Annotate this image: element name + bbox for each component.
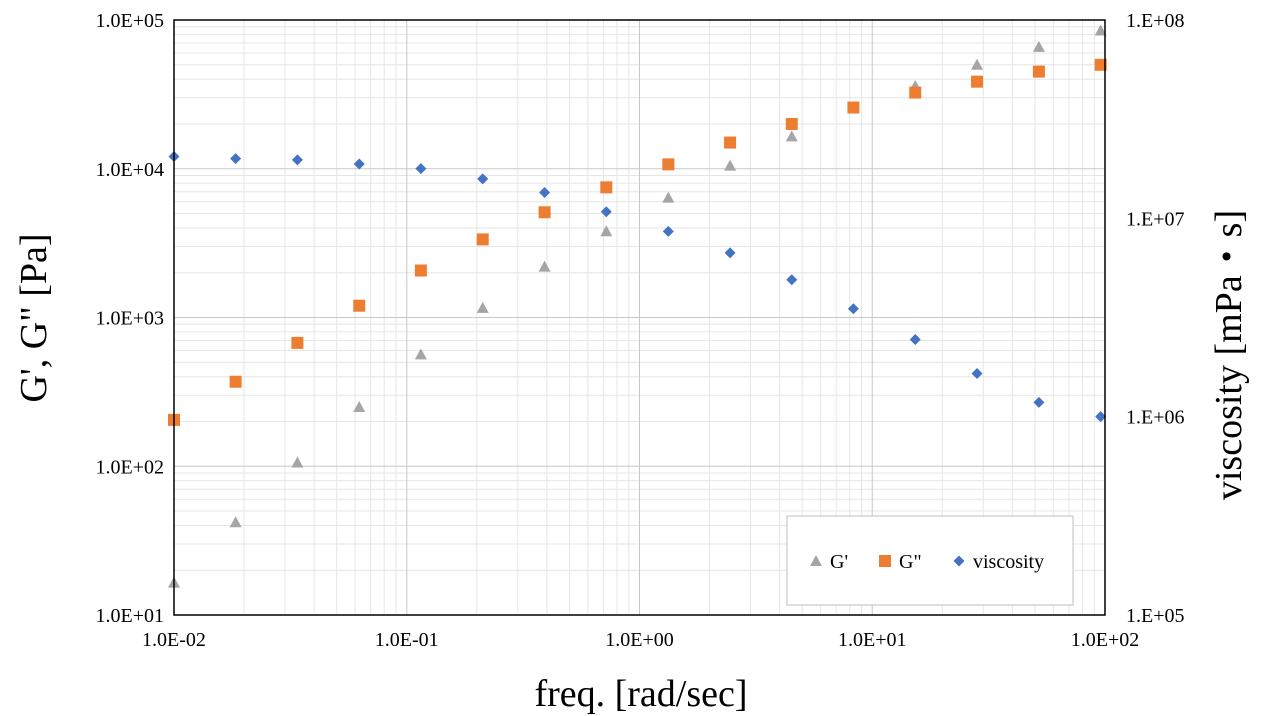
g-double-prime-point	[1032, 65, 1045, 78]
x-tick-label: 1.0E-02	[142, 629, 206, 651]
viscosity-point	[662, 225, 674, 237]
legend: G' G" viscosity	[786, 515, 1074, 606]
y2-tick-label: 1.E+06	[1126, 407, 1185, 429]
legend-label-g-double-prime: G"	[899, 551, 922, 573]
legend-label-g-prime: G'	[830, 551, 848, 573]
viscosity-point	[539, 186, 551, 198]
y2-tick-label: 1.E+05	[1126, 605, 1185, 627]
x-tick-label: 1.0E+01	[838, 629, 907, 651]
g-prime-point	[291, 456, 304, 468]
y-tick-label: 1.0E+05	[96, 10, 165, 32]
viscosity-point	[1033, 396, 1045, 408]
g-double-prime-point	[847, 101, 860, 114]
g-prime-point	[414, 348, 427, 360]
g-double-prime-point	[414, 264, 427, 277]
legend-box	[786, 515, 1074, 606]
viscosity-point	[909, 333, 921, 345]
x-tick-label: 1.0E-01	[375, 629, 439, 651]
y-tick-label: 1.0E+02	[96, 456, 165, 478]
y2-axis-title: viscosity [mPa・s]	[1208, 210, 1250, 500]
g-prime-point	[476, 301, 489, 313]
y-tick-label: 1.0E+01	[96, 605, 165, 627]
y2-tick-label: 1.E+08	[1126, 10, 1185, 32]
x-tick-label: 1.0E+00	[605, 629, 674, 651]
viscosity-point	[230, 153, 242, 165]
g-double-prime-point	[724, 136, 737, 149]
viscosity-point	[971, 368, 983, 380]
g-prime-point	[785, 130, 798, 142]
g-double-prime-point	[291, 336, 304, 349]
g-prime-point	[1032, 40, 1045, 52]
viscosity-point	[415, 163, 427, 175]
legend-label-viscosity: viscosity	[973, 551, 1044, 573]
g-prime-point	[353, 401, 366, 413]
g-double-prime-point	[538, 206, 551, 219]
g-prime-point	[662, 191, 675, 203]
g-prime-point	[1094, 24, 1107, 36]
legend-marker-viscosity	[953, 555, 965, 567]
data-marks	[168, 24, 1107, 588]
legend-marker-g-double-prime	[879, 555, 891, 567]
viscosity-point	[786, 274, 798, 286]
g-double-prime-point	[476, 233, 489, 246]
g-double-prime-point	[1094, 58, 1107, 71]
g-double-prime-point	[662, 158, 675, 171]
tick-labels: 1.0E-02 1.0E-01 1.0E+00 1.0E+01 1.0E+02 1.0E+…	[96, 10, 1185, 651]
viscosity-point	[724, 247, 736, 259]
plot-area-border	[173, 19, 1106, 616]
x-tick-label: 1.0E+02	[1071, 629, 1140, 651]
g-prime-point	[229, 516, 242, 528]
g-prime-point	[538, 260, 551, 272]
g-double-prime-point	[600, 181, 613, 194]
g-double-prime-point	[785, 117, 798, 130]
g-prime-point	[724, 159, 737, 171]
viscosity-point	[1095, 411, 1107, 423]
g-double-prime-point	[353, 299, 366, 312]
viscosity-point	[291, 154, 303, 166]
x-axis-title: freq. [rad/sec]	[534, 673, 747, 715]
g-double-prime-point	[909, 86, 922, 99]
y-tick-label: 1.0E+04	[96, 159, 165, 181]
g-prime-point	[600, 225, 613, 237]
y-axis-title: G', G" [Pa]	[13, 233, 55, 402]
viscosity-point	[353, 158, 365, 170]
g-prime-point	[971, 58, 984, 70]
viscosity-point	[600, 206, 612, 218]
viscosity-point	[477, 173, 489, 185]
g-double-prime-point	[229, 375, 242, 388]
y2-tick-label: 1.E+07	[1126, 208, 1185, 230]
y-tick-label: 1.0E+03	[96, 308, 165, 330]
g-double-prime-point	[971, 75, 984, 88]
viscosity-point	[847, 303, 859, 315]
legend-marker-g-prime	[810, 555, 822, 566]
